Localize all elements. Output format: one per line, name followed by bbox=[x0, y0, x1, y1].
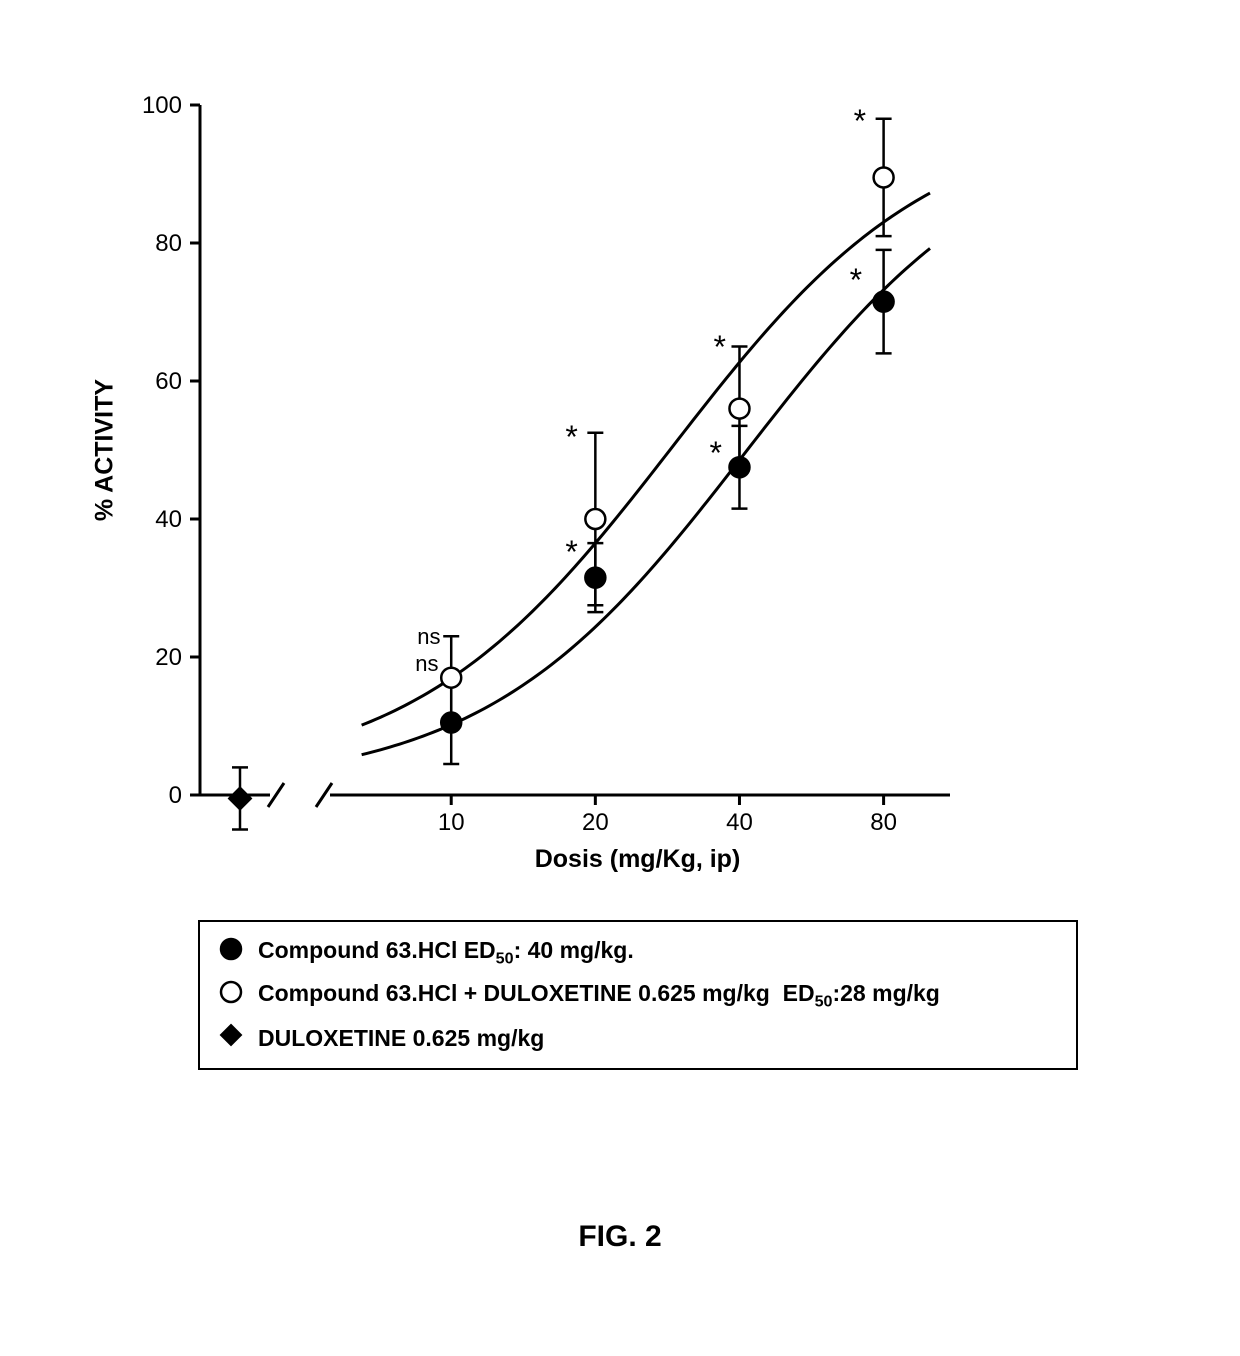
figure-caption: FIG. 2 bbox=[578, 1220, 661, 1254]
significance-annotation: * bbox=[709, 435, 721, 472]
y-tick-label: 0 bbox=[169, 782, 182, 810]
page: 0 20 40 60 80 100 10 20 40 80 % ACTIVITY Dosis (mg/… bbox=[0, 0, 1240, 1356]
x-tick-label: 40 bbox=[726, 809, 753, 837]
significance-annotation: * bbox=[850, 262, 862, 299]
legend-label: DULOXETINE 0.625 mg/kg bbox=[258, 1024, 544, 1053]
legend-item: Compound 63.HCl + DULOXETINE 0.625 mg/kg… bbox=[218, 979, 1058, 1012]
significance-annotation: * bbox=[713, 329, 725, 366]
significance-annotation: ns bbox=[415, 651, 438, 677]
significance-annotation: * bbox=[565, 419, 577, 456]
legend-marker-icon bbox=[218, 936, 244, 969]
significance-annotation: * bbox=[854, 103, 866, 140]
dose-response-plot: 02040608010010204080% ACTIVITYDosis (mg/… bbox=[200, 105, 960, 795]
legend-label: Compound 63.HCl + DULOXETINE 0.625 mg/kg… bbox=[258, 979, 940, 1012]
significance-annotation: ns bbox=[417, 624, 440, 650]
y-tick-label: 60 bbox=[155, 368, 182, 396]
y-axis-label: % ACTIVITY bbox=[91, 379, 120, 521]
legend-marker-icon bbox=[218, 1022, 244, 1055]
y-tick-label: 20 bbox=[155, 644, 182, 672]
x-tick-label: 80 bbox=[870, 809, 897, 837]
y-tick-label: 100 bbox=[142, 92, 182, 120]
legend-box: Compound 63.HCl ED50: 40 mg/kg. Compound … bbox=[198, 920, 1078, 1070]
x-tick-label: 20 bbox=[582, 809, 609, 837]
significance-annotation: * bbox=[565, 534, 577, 571]
y-tick-label: 80 bbox=[155, 230, 182, 258]
legend-item: DULOXETINE 0.625 mg/kg bbox=[218, 1022, 1058, 1055]
legend-item: Compound 63.HCl ED50: 40 mg/kg. bbox=[218, 936, 1058, 969]
legend-marker-icon bbox=[218, 979, 244, 1012]
x-axis-label: Dosis (mg/Kg, ip) bbox=[535, 845, 741, 874]
legend-label: Compound 63.HCl ED50: 40 mg/kg. bbox=[258, 936, 634, 969]
y-tick-label: 40 bbox=[155, 506, 182, 534]
x-tick-label: 10 bbox=[438, 809, 465, 837]
